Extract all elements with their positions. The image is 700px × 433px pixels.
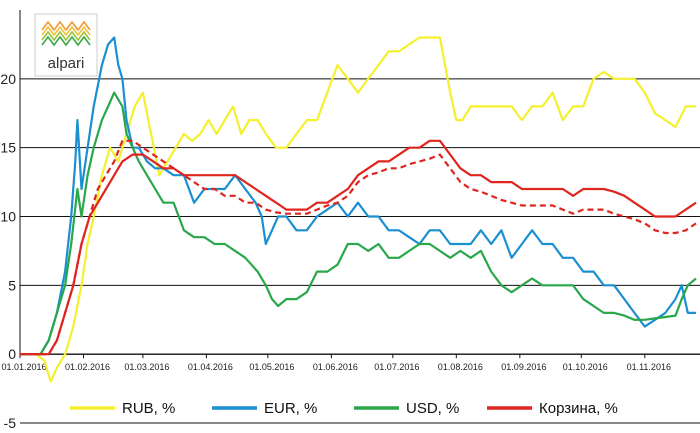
y-tick-label: 20 xyxy=(0,71,16,87)
y-tick-label: 10 xyxy=(0,209,16,225)
x-tick-label: 01.01.2016 xyxy=(1,362,46,372)
legend-label: USD, % xyxy=(406,400,459,417)
legend: RUB, % EUR, % USD, % Корзина, % xyxy=(70,400,618,417)
series-lines xyxy=(20,36,697,383)
series-line-1 xyxy=(20,36,696,356)
y-tick-label: -5 xyxy=(4,415,17,431)
legend-label: EUR, % xyxy=(264,400,317,417)
x-tick-label: 01.09.2016 xyxy=(501,362,546,372)
logo: alpari xyxy=(34,13,98,77)
gridlines xyxy=(19,10,700,424)
x-tick-label: 01.02.2016 xyxy=(65,362,110,372)
x-tick-label: 01.05.2016 xyxy=(249,362,294,372)
logo-text: alpari xyxy=(48,55,85,72)
series-line-2 xyxy=(20,91,697,356)
x-axis-ticks: 01.01.2016 01.02.2016 01.03.2016 01.04.2016… xyxy=(1,354,671,372)
x-tick-label: 01.10.2016 xyxy=(563,362,608,372)
x-tick-label: 01.04.2016 xyxy=(188,362,233,372)
y-tick-label: 15 xyxy=(0,140,16,156)
y-tick-label: 0 xyxy=(8,346,16,362)
series-line-4 xyxy=(20,139,697,356)
x-tick-label: 01.06.2016 xyxy=(313,362,358,372)
series-line-3 xyxy=(20,139,697,356)
x-tick-label: 01.07.2016 xyxy=(374,362,419,372)
legend-label: Корзина, % xyxy=(539,400,618,417)
x-tick-label: 01.11.2016 xyxy=(627,362,671,372)
y-axis-ticks: -5 0 5 10 15 20 xyxy=(0,71,16,431)
legend-label: RUB, % xyxy=(122,400,175,417)
x-tick-label: 01.08.2016 xyxy=(438,362,483,372)
logo-waves-icon xyxy=(41,20,91,47)
x-tick-label: 01.03.2016 xyxy=(124,362,169,372)
series-line-0 xyxy=(20,36,696,383)
y-tick-label: 5 xyxy=(8,277,16,293)
